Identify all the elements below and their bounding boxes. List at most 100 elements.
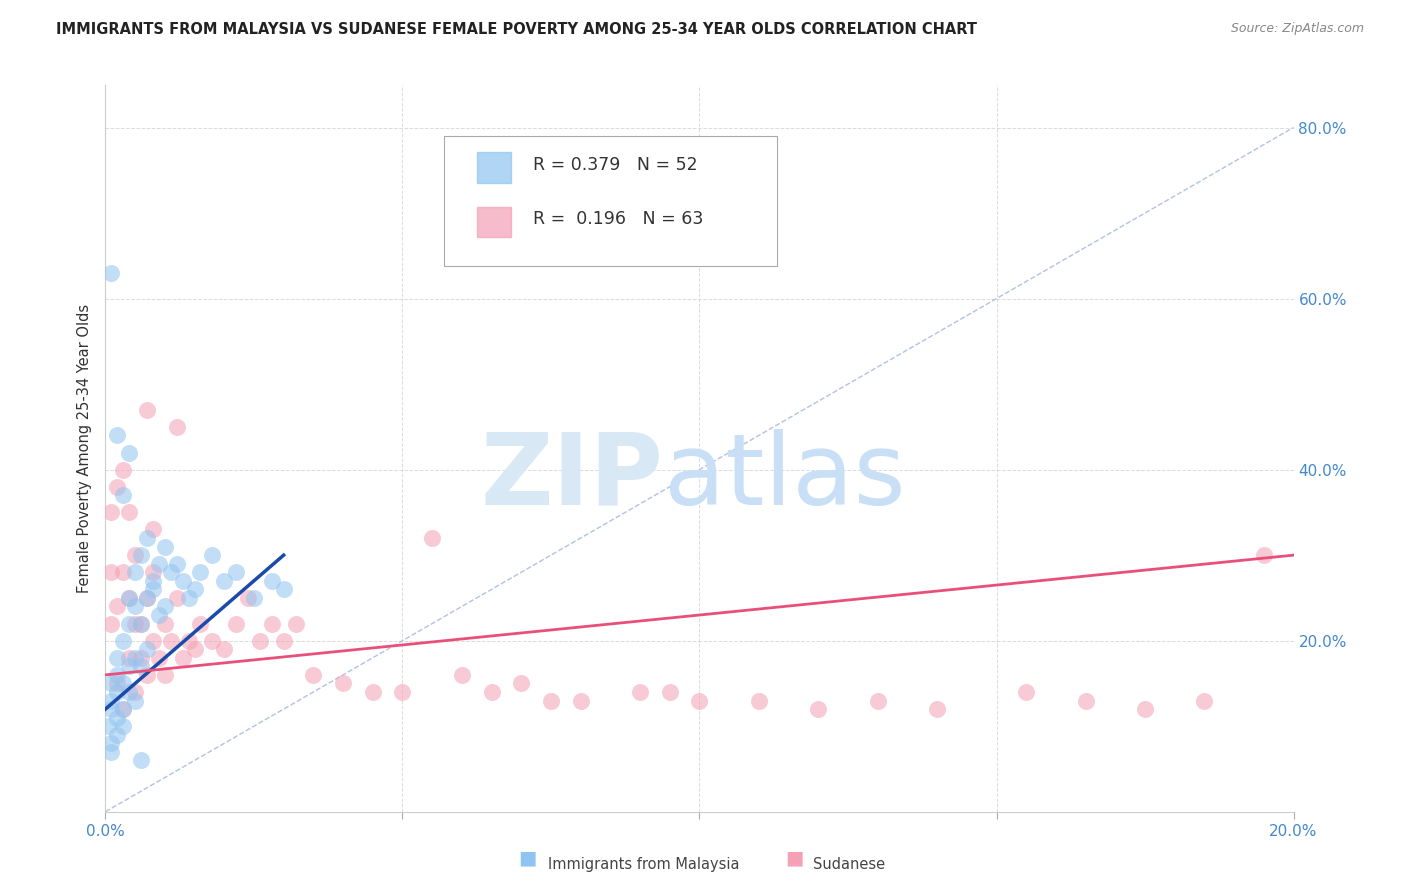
Point (129, 616, 152, 631)
Point (100, 702, 122, 716)
Point (1015, 685, 1038, 699)
Point (118, 505, 141, 519)
Point (136, 591, 159, 605)
Y-axis label: Female Poverty Among 25-34 Year Olds: Female Poverty Among 25-34 Year Olds (77, 303, 93, 593)
Point (284, 616, 307, 631)
Point (420, 531, 443, 545)
Point (142, 574, 165, 588)
Point (129, 650, 152, 665)
Point (569, 693, 592, 707)
Text: Immigrants from Malaysia: Immigrants from Malaysia (548, 857, 740, 872)
Point (201, 633, 224, 648)
Point (481, 685, 503, 699)
Point (332, 676, 354, 690)
Point (689, 693, 711, 707)
Point (112, 488, 135, 502)
Point (260, 574, 283, 588)
Point (100, 616, 122, 631)
Point (1253, 548, 1275, 562)
Point (118, 685, 141, 699)
Text: R = 0.379   N = 52: R = 0.379 N = 52 (533, 156, 697, 174)
Point (100, 745, 122, 759)
Point (105, 668, 128, 682)
Point (302, 668, 325, 682)
Bar (477, 207, 510, 237)
Text: R =  0.196   N = 63: R = 0.196 N = 63 (533, 211, 703, 228)
Point (136, 591, 159, 605)
Point (118, 650, 141, 665)
Point (100, 693, 122, 707)
Point (183, 582, 205, 597)
FancyBboxPatch shape (444, 136, 776, 267)
Point (142, 633, 165, 648)
Point (225, 616, 247, 631)
Point (105, 685, 128, 699)
Point (391, 685, 413, 699)
Point (112, 719, 135, 733)
Point (124, 599, 146, 614)
Point (118, 659, 141, 673)
Point (124, 548, 146, 562)
Point (1133, 702, 1156, 716)
Point (172, 650, 194, 665)
Point (159, 633, 181, 648)
Point (866, 693, 889, 707)
Point (118, 591, 141, 605)
Point (100, 566, 122, 580)
Point (225, 566, 247, 580)
Point (1194, 693, 1216, 707)
Text: Sudanese: Sudanese (813, 857, 884, 872)
Point (105, 599, 128, 614)
Point (658, 685, 681, 699)
Point (159, 566, 181, 580)
Point (450, 668, 472, 682)
Point (118, 616, 141, 631)
Point (112, 462, 135, 476)
Point (112, 702, 135, 716)
Point (214, 642, 236, 657)
Point (105, 728, 128, 742)
Point (190, 566, 212, 580)
Point (540, 693, 562, 707)
Point (105, 650, 128, 665)
Point (129, 753, 152, 767)
Point (136, 402, 159, 417)
Point (153, 599, 176, 614)
Point (136, 668, 159, 682)
Point (177, 633, 200, 648)
Point (807, 702, 830, 716)
Point (243, 591, 266, 605)
Point (112, 702, 135, 716)
Point (249, 633, 271, 648)
Point (142, 582, 165, 597)
Point (927, 702, 949, 716)
Text: atlas: atlas (664, 429, 905, 525)
Point (129, 616, 152, 631)
Point (112, 566, 135, 580)
Text: ZIP: ZIP (481, 429, 664, 525)
Bar (477, 153, 510, 183)
Point (148, 607, 170, 622)
Text: Source: ZipAtlas.com: Source: ZipAtlas.com (1230, 22, 1364, 36)
Point (177, 591, 200, 605)
Point (166, 591, 188, 605)
Point (124, 685, 146, 699)
Point (153, 540, 176, 554)
Point (361, 685, 384, 699)
Point (214, 574, 236, 588)
Point (190, 616, 212, 631)
Point (129, 659, 152, 673)
Point (201, 548, 224, 562)
Point (100, 266, 122, 280)
Point (97, 719, 120, 733)
Point (124, 693, 146, 707)
Point (236, 591, 259, 605)
Point (124, 616, 146, 631)
Point (100, 676, 122, 690)
Point (100, 736, 122, 750)
Point (142, 523, 165, 537)
Point (172, 574, 194, 588)
Point (105, 676, 128, 690)
Point (100, 505, 122, 519)
Point (142, 566, 165, 580)
